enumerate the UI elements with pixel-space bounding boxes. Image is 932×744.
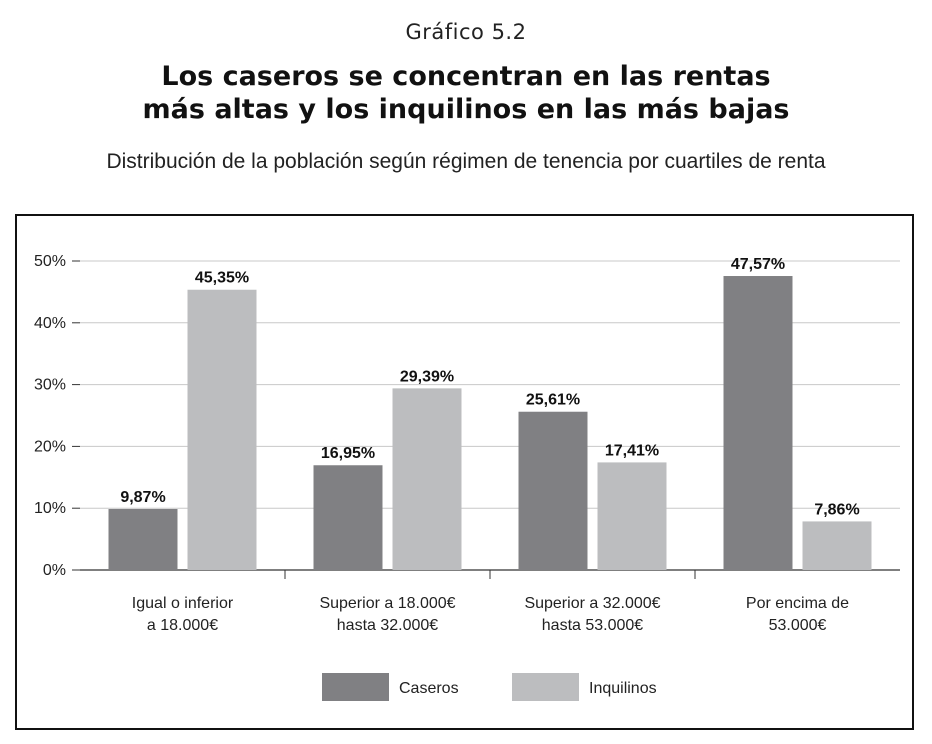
data-label-inquilinos: 17,41% (605, 442, 659, 459)
data-label-inquilinos: 29,39% (400, 368, 454, 385)
x-tick-label: Por encima de (746, 595, 849, 612)
x-tick-label: hasta 53.000€ (542, 617, 644, 634)
legend-label-inquilinos: Inquilinos (589, 680, 657, 697)
bar-caseros (723, 276, 793, 570)
chart-title-line-2: más altas y los inquilinos en las más ba… (142, 94, 790, 125)
data-label-caseros: 9,87% (120, 489, 165, 506)
y-tick-label: 50% (34, 253, 66, 270)
chart-frame: 0% 10% 20% 30% 40% 50% 9,87% 45,35% Igual o infe… (15, 214, 914, 730)
x-tick-label: Superior a 32.000€ (524, 595, 660, 612)
data-label-caseros: 16,95% (321, 445, 375, 462)
bar-chart: 0% 10% 20% 30% 40% 50% 9,87% 45,35% Igual o infe… (34, 253, 900, 701)
chart-subtitle: Distribución de la población según régim… (106, 150, 826, 173)
bar-caseros (518, 411, 588, 570)
data-label-inquilinos: 45,35% (195, 270, 249, 287)
data-label-inquilinos: 7,86% (814, 501, 859, 518)
figure-label: Gráfico 5.2 (405, 20, 527, 44)
x-tick-label: hasta 32.000€ (337, 617, 439, 634)
bar-caseros (313, 465, 383, 570)
x-tick-label: 53.000€ (769, 617, 827, 634)
y-tick-label: 10% (34, 500, 66, 517)
x-tick-label: Igual o inferior (132, 595, 234, 612)
data-label-caseros: 25,61% (526, 392, 580, 409)
data-label-caseros: 47,57% (731, 256, 785, 273)
legend-swatch-caseros (322, 673, 389, 701)
y-tick-label: 20% (34, 438, 66, 455)
bar-inquilinos (392, 388, 462, 570)
y-tick-label: 30% (34, 377, 66, 394)
bar-inquilinos (187, 289, 257, 570)
chart-title-line-1: Los caseros se concentran en las rentas (161, 61, 771, 92)
x-tick-label: a 18.000€ (147, 617, 218, 634)
legend-swatch-inquilinos (512, 673, 579, 701)
y-tick-label: 40% (34, 315, 66, 332)
legend-label-caseros: Caseros (399, 680, 459, 697)
y-tick-label: 0% (43, 562, 66, 579)
chart-title: Los caseros se concentran en las rentas … (0, 60, 932, 126)
x-tick-label: Superior a 18.000€ (319, 595, 455, 612)
bar-caseros (108, 509, 178, 570)
bar-inquilinos (597, 462, 667, 570)
bar-inquilinos (802, 521, 872, 570)
